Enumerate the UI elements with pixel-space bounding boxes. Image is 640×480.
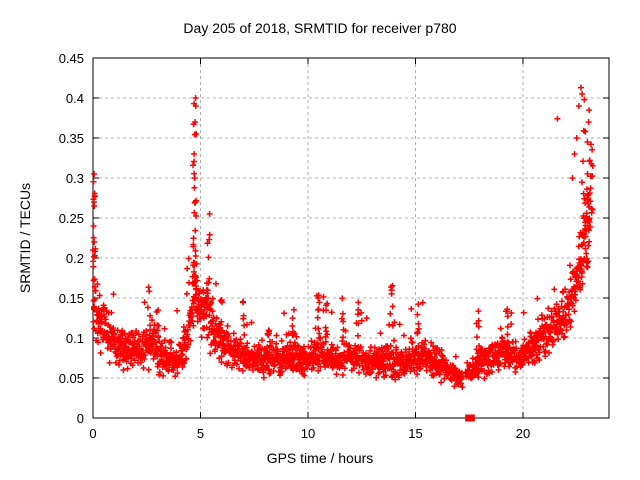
gridlines [93, 58, 609, 418]
x-tick-label: 20 [516, 426, 530, 441]
y-tick-label: 0 [77, 411, 84, 426]
y-tick-label: 0.3 [66, 171, 84, 186]
y-tick-label: 0.05 [59, 371, 84, 386]
y-tick-label: 0.15 [59, 291, 84, 306]
zero-outlier-marker [465, 414, 472, 422]
y-axis-label: SRMTID / TECUs [17, 182, 33, 294]
y-tick-label: 0.2 [66, 251, 84, 266]
x-tick-label: 5 [197, 426, 204, 441]
y-tick-label: 0.35 [59, 131, 84, 146]
zero-outlier-marker [468, 414, 475, 422]
y-tick-label: 0.25 [59, 211, 84, 226]
y-tick-label: 0.4 [66, 91, 84, 106]
y-tick-label: 0.45 [59, 51, 84, 66]
scatter-points [89, 84, 596, 391]
x-tick-label: 15 [408, 426, 422, 441]
x-axis-label: GPS time / hours [266, 450, 374, 466]
x-tick-label: 10 [301, 426, 315, 441]
chart-title: Day 205 of 2018, SRMTID for receiver p78… [183, 20, 457, 36]
x-tick-label: 0 [89, 426, 96, 441]
y-tick-label: 0.1 [66, 331, 84, 346]
